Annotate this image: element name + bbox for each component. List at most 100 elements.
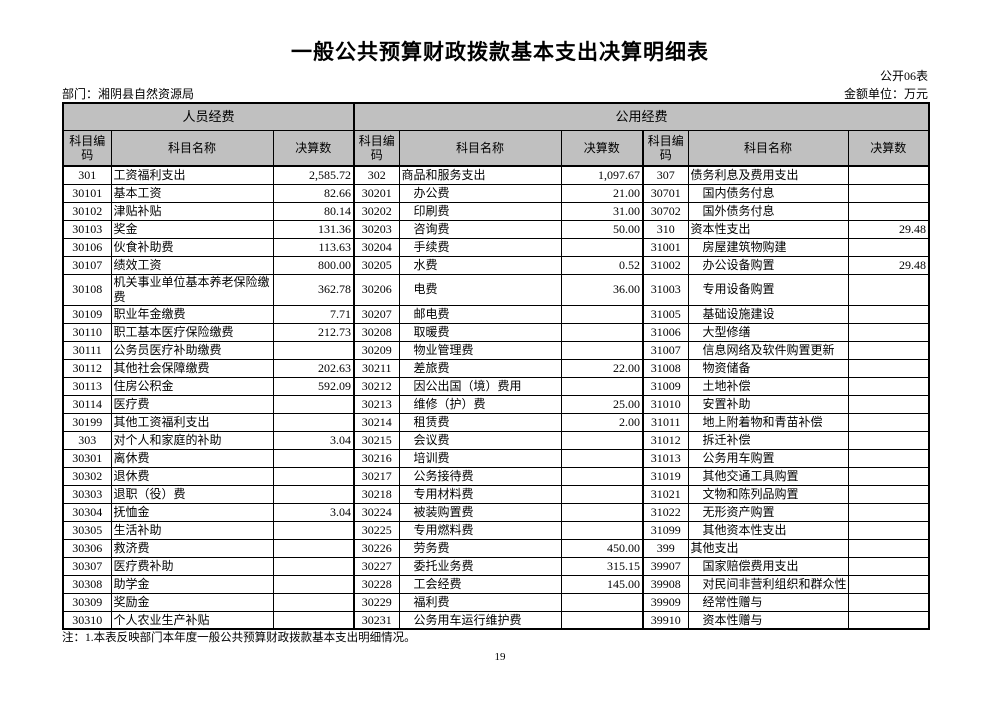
subject-name-cell: 劳务费 (398, 538, 562, 558)
subject-name-cell: 资本性支出 (687, 219, 849, 239)
amount-cell (847, 183, 930, 203)
subject-code-cell: 31003 (642, 273, 689, 306)
subject-name-cell: 办公费 (398, 183, 562, 203)
amount-cell: 2,585.72 (272, 165, 355, 185)
amount-cell: 202.63 (272, 358, 355, 378)
subject-name-cell: 对民间非营利组织和群众性自 (687, 574, 849, 594)
subject-name-cell: 债务利息及费用支出 (687, 165, 849, 185)
amount-cell: 29.48 (847, 219, 930, 239)
subject-name-cell: 物业管理费 (398, 340, 562, 360)
subject-name-cell: 绩效工资 (110, 255, 274, 275)
col-header-amount: 决算数 (560, 130, 644, 167)
amount-cell (560, 304, 644, 324)
subject-name-cell: 物资储备 (687, 358, 849, 378)
subject-code-cell: 31022 (642, 502, 689, 522)
subject-name-cell: 工资福利支出 (110, 165, 274, 185)
subject-code-cell: 30209 (353, 340, 400, 360)
subject-name-cell: 工会经费 (398, 574, 562, 594)
subject-code-cell: 30226 (353, 538, 400, 558)
amount-cell (272, 538, 355, 558)
amount-cell (272, 394, 355, 414)
subject-code-cell: 39909 (642, 592, 689, 612)
table-row: 30305 生活补助 30225 专用燃料费 31099 其他资本性支出 (62, 520, 930, 540)
amount-cell (560, 237, 644, 257)
page-title: 一般公共预算财政拨款基本支出决算明细表 (291, 40, 709, 64)
amount-cell (272, 340, 355, 360)
amount-cell (272, 574, 355, 594)
subject-code-cell: 30113 (62, 376, 112, 396)
amount-cell: 22.00 (560, 358, 644, 378)
subject-code-cell: 30203 (353, 219, 400, 239)
subject-code-cell: 30109 (62, 304, 112, 324)
subject-name-cell: 其他支出 (687, 538, 849, 558)
subject-name-cell: 退休费 (110, 466, 274, 486)
subject-name-cell: 其他资本性支出 (687, 520, 849, 540)
subject-name-cell: 房屋建筑物购建 (687, 237, 849, 257)
amount-cell: 131.36 (272, 219, 355, 239)
subject-name-cell: 基础设施建设 (687, 304, 849, 324)
subject-code-cell: 301 (62, 165, 112, 185)
subject-code-cell: 30307 (62, 556, 112, 576)
amount-cell (847, 340, 930, 360)
amount-cell: 592.09 (272, 376, 355, 396)
amount-cell (272, 466, 355, 486)
table-row: 30108 机关事业单位基本养老保险缴费 362.78 30206 电费 36.00 310… (62, 273, 930, 306)
subject-code-cell: 31010 (642, 394, 689, 414)
subject-name-cell: 对个人和家庭的补助 (110, 430, 274, 450)
column-header-row: 科目编码 科目名称 决算数 科目编码 科目名称 决算数 科目编码 科目名称 决算… (62, 130, 930, 167)
subject-code-cell: 31012 (642, 430, 689, 450)
amount-cell (560, 484, 644, 504)
col-header-amount: 决算数 (847, 130, 930, 167)
subject-code-cell: 30108 (62, 273, 112, 306)
subject-code-cell: 307 (642, 165, 689, 185)
group-header-personnel: 人员经费 (62, 102, 355, 131)
table-row: 30303 退职（役）费 30218 专用材料费 31021 文物和陈列品购置 (62, 484, 930, 504)
group-header-row: 人员经费 公用经费 (62, 102, 930, 131)
amount-cell (560, 340, 644, 360)
col-header-code: 科目编码 (62, 130, 112, 167)
subject-name-cell: 奖励金 (110, 592, 274, 612)
subject-name-cell: 津贴补贴 (110, 201, 274, 221)
subject-name-cell: 被装购置费 (398, 502, 562, 522)
table-row: 30110 职工基本医疗保险缴费 212.73 30208 取暖费 31006 大型修缮 (62, 322, 930, 342)
subject-code-cell: 31009 (642, 376, 689, 396)
subject-name-cell: 国内债务付息 (687, 183, 849, 203)
subject-code-cell: 30301 (62, 448, 112, 468)
subject-code-cell: 30103 (62, 219, 112, 239)
col-header-amount: 决算数 (272, 130, 355, 167)
amount-cell (847, 502, 930, 522)
subject-name-cell: 福利费 (398, 592, 562, 612)
subject-code-cell: 30101 (62, 183, 112, 203)
table-row: 303 对个人和家庭的补助 3.04 30215 会议费 31012 拆迁补偿 (62, 430, 930, 450)
subject-name-cell: 水费 (398, 255, 562, 275)
amount-cell: 3.04 (272, 430, 355, 450)
subject-name-cell: 电费 (398, 273, 562, 306)
subject-name-cell: 医疗费补助 (110, 556, 274, 576)
amount-cell (272, 520, 355, 540)
subject-code-cell: 310 (642, 219, 689, 239)
table-row: 30106 伙食补助费 113.63 30204 手续费 31001 房屋建筑物购建 (62, 237, 930, 257)
amount-cell (560, 466, 644, 486)
subject-code-cell: 30102 (62, 201, 112, 221)
table-row: 30301 离休费 30216 培训费 31013 公务用车购置 (62, 448, 930, 468)
subject-code-cell: 30228 (353, 574, 400, 594)
subject-name-cell: 公务接待费 (398, 466, 562, 486)
subject-name-cell: 住房公积金 (110, 376, 274, 396)
form-code-label: 公开06表 (879, 69, 928, 83)
group-header-public: 公用经费 (352, 102, 930, 131)
subject-code-cell: 30306 (62, 538, 112, 558)
amount-cell: 1,097.67 (560, 165, 644, 185)
col-header-name: 科目名称 (687, 130, 849, 167)
amount-cell (560, 592, 644, 612)
subject-name-cell: 公务用车购置 (687, 448, 849, 468)
meta-row: 部门：湘阴县自然资源局 金额单位：万元 (62, 85, 928, 102)
amount-cell (560, 322, 644, 342)
subject-name-cell: 会议费 (398, 430, 562, 450)
subject-name-cell: 手续费 (398, 237, 562, 257)
subject-name-cell: 医疗费 (110, 394, 274, 414)
subject-code-cell: 30227 (353, 556, 400, 576)
amount-cell (847, 165, 930, 185)
subject-code-cell: 30107 (62, 255, 112, 275)
subject-name-cell: 地上附着物和青苗补偿 (687, 412, 849, 432)
table-row: 30113 住房公积金 592.09 30212 因公出国（境）费用 31009 土地补偿 (62, 376, 930, 396)
